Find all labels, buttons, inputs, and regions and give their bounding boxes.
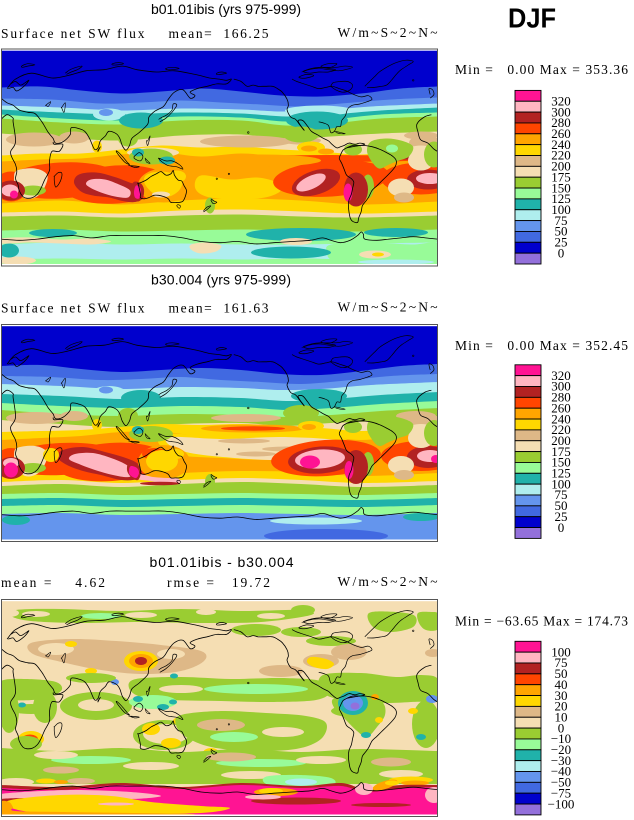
svg-text:320: 320 — [551, 93, 571, 108]
svg-text:175: 175 — [551, 444, 571, 459]
svg-text:−50: −50 — [551, 775, 571, 790]
svg-text:150: 150 — [551, 180, 571, 195]
svg-text:−10: −10 — [551, 731, 571, 746]
svg-text:mean= 161.63: mean= 161.63 — [169, 301, 269, 316]
svg-text:Surface net SW flux: Surface net SW flux — [1, 301, 145, 316]
svg-text:125: 125 — [551, 466, 571, 481]
svg-text:100: 100 — [551, 202, 571, 217]
svg-text:−20: −20 — [551, 742, 571, 757]
svg-text:Min = 0.00 Max = 352.45: Min = 0.00 Max = 352.45 — [455, 338, 628, 353]
svg-text:−75: −75 — [551, 785, 571, 800]
svg-text:−40: −40 — [551, 764, 571, 779]
svg-text:200: 200 — [551, 159, 571, 174]
svg-text:0: 0 — [558, 720, 565, 735]
svg-text:Surface net SW flux: Surface net SW flux — [1, 26, 145, 41]
svg-text:−30: −30 — [551, 753, 571, 768]
svg-text:10: 10 — [555, 709, 568, 724]
svg-text:200: 200 — [551, 433, 571, 448]
svg-text:280: 280 — [551, 115, 571, 130]
svg-text:220: 220 — [551, 422, 571, 437]
svg-text:280: 280 — [551, 390, 571, 405]
svg-text:mean = 4.62: mean = 4.62 — [1, 575, 105, 590]
svg-text:300: 300 — [551, 104, 571, 119]
svg-text:50: 50 — [555, 666, 568, 681]
svg-text:240: 240 — [551, 411, 571, 426]
svg-text:W/m~S~2~N~: W/m~S~2~N~ — [338, 300, 438, 315]
svg-text:220: 220 — [551, 148, 571, 163]
svg-text:b01.01ibis (yrs 975-999): b01.01ibis (yrs 975-999) — [151, 1, 301, 17]
svg-text:150: 150 — [551, 455, 571, 470]
svg-text:75: 75 — [555, 487, 568, 502]
svg-text:b01.01ibis - b30.004: b01.01ibis - b30.004 — [150, 554, 294, 570]
svg-text:−100: −100 — [548, 796, 575, 811]
svg-text:50: 50 — [555, 224, 568, 239]
svg-text:25: 25 — [555, 509, 568, 524]
svg-text:Min = −63.65 Max = 174.73: Min = −63.65 Max = 174.73 — [455, 614, 628, 629]
svg-text:300: 300 — [551, 379, 571, 394]
svg-text:50: 50 — [555, 498, 568, 513]
svg-text:175: 175 — [551, 169, 571, 184]
svg-text:0: 0 — [558, 520, 565, 535]
svg-text:20: 20 — [555, 699, 568, 714]
svg-text:b30.004 (yrs 975-999): b30.004 (yrs 975-999) — [151, 272, 291, 288]
svg-text:240: 240 — [551, 137, 571, 152]
svg-text:0: 0 — [558, 245, 565, 260]
svg-text:260: 260 — [551, 400, 571, 415]
svg-text:rmse = 19.72: rmse = 19.72 — [167, 575, 270, 590]
svg-text:40: 40 — [555, 677, 568, 692]
svg-text:25: 25 — [555, 235, 568, 250]
svg-text:W/m~S~2~N~: W/m~S~2~N~ — [338, 25, 438, 40]
svg-text:100: 100 — [551, 644, 571, 659]
svg-text:320: 320 — [551, 368, 571, 383]
svg-text:100: 100 — [551, 476, 571, 491]
svg-text:mean= 166.25: mean= 166.25 — [169, 26, 269, 41]
svg-text:DJF: DJF — [508, 3, 556, 34]
svg-text:75: 75 — [555, 213, 568, 228]
svg-text:W/m~S~2~N~: W/m~S~2~N~ — [338, 574, 438, 589]
svg-text:30: 30 — [555, 688, 568, 703]
svg-text:125: 125 — [551, 191, 571, 206]
svg-text:75: 75 — [555, 655, 568, 670]
svg-text:Min = 0.00 Max = 353.36: Min = 0.00 Max = 353.36 — [455, 62, 628, 77]
svg-text:260: 260 — [551, 126, 571, 141]
